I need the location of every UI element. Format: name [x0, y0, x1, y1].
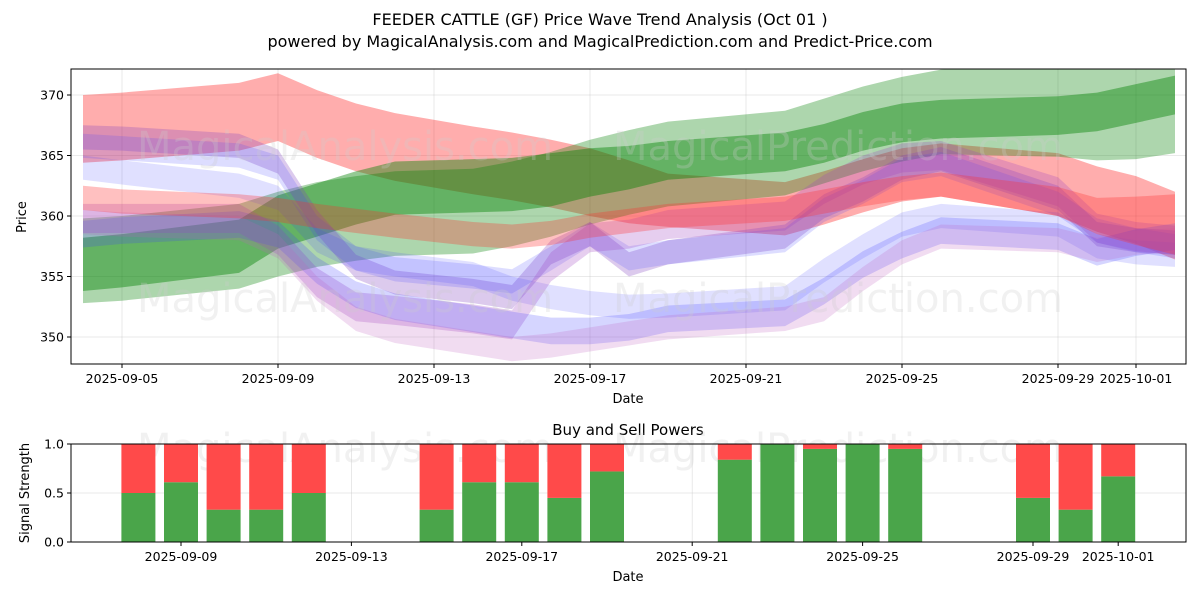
- bottom-x-axis-label: Date: [612, 570, 643, 585]
- bar-buy-2025-09-10: [206, 509, 241, 542]
- bar-sell-2025-09-08: [121, 444, 156, 493]
- bar-buy-2025-09-29: [1016, 497, 1050, 542]
- bar-sell-2025-09-10: [206, 444, 241, 510]
- watermark-bottom-right: MagicalPrediction.com: [613, 276, 1063, 322]
- watermark-bottom-left: MagicalAnalysis.com: [137, 276, 553, 322]
- bar-buy-2025-09-23: [760, 444, 795, 542]
- bar-sell-2025-09-24: [803, 444, 837, 449]
- main-x-tick-label: 2025-09-17: [554, 371, 627, 386]
- bar-sell-2025-09-17: [504, 444, 539, 483]
- band-blue-upper-1: [83, 133, 1175, 294]
- bar-sell-2025-09-29: [1016, 444, 1050, 498]
- buy-sell-bars: [121, 444, 1136, 542]
- bottom-y-tick-label: 1.0: [44, 437, 64, 452]
- bar-sell-2025-09-09: [164, 444, 198, 483]
- bottom-x-tick-label: 2025-09-21: [656, 549, 729, 564]
- bottom-x-tick-label: 2025-09-29: [997, 549, 1070, 564]
- band-blue-lower: [83, 211, 1175, 345]
- bottom-x-tick-label: 2025-09-25: [826, 549, 899, 564]
- main-x-tick-label: 2025-09-05: [86, 371, 159, 386]
- band-purple-upper: [83, 125, 1175, 310]
- bottom-y-axis-label: Signal Strength: [18, 443, 33, 543]
- bottom-y-axis: 0.0 0.5 1.0: [44, 437, 71, 550]
- bar-buy-2025-09-30: [1058, 509, 1093, 542]
- main-x-tick-label: 2025-10-01: [1100, 371, 1173, 386]
- main-y-tick-label: 355: [40, 269, 64, 284]
- watermark-bottom-chart-right: MagicalPrediction.com: [613, 426, 1063, 472]
- bar-buy-2025-10-01: [1101, 476, 1136, 542]
- main-x-tick-label: 2025-09-21: [710, 371, 783, 386]
- main-x-tick-label: 2025-09-29: [1022, 371, 1095, 386]
- main-y-tick-label: 350: [40, 330, 64, 345]
- bar-buy-2025-09-22: [717, 459, 752, 542]
- main-x-axis: 2025-09-05 2025-09-09 2025-09-13 2025-09-17…: [86, 364, 1173, 386]
- main-x-tick-label: 2025-09-09: [242, 371, 315, 386]
- watermark-top-right: MagicalPrediction.com: [613, 124, 1063, 170]
- band-green-wide: [83, 69, 1175, 304]
- price-wave-bands: [83, 69, 1175, 362]
- bar-buy-2025-09-25: [845, 444, 880, 542]
- bar-sell-2025-09-18: [547, 444, 582, 498]
- main-x-tick-label: 2025-09-25: [866, 371, 939, 386]
- bar-sell-2025-09-15: [419, 444, 454, 510]
- band-red-wide-upper: [83, 73, 1175, 260]
- band-green-narrow: [83, 75, 1175, 292]
- main-watermarks: MagicalAnalysis.com MagicalPrediction.co…: [137, 124, 1063, 322]
- bar-buy-2025-09-11: [249, 509, 284, 542]
- bar-sell-2025-09-11: [249, 444, 284, 510]
- main-y-tick-label: 370: [40, 88, 64, 103]
- bar-buy-2025-09-08: [121, 493, 156, 542]
- bar-buy-2025-09-15: [419, 509, 454, 542]
- band-blue-upper-2: [83, 155, 1175, 319]
- band-purple-lower: [83, 140, 1175, 340]
- chart-title: FEEDER CATTLE (GF) Price Wave Trend Anal…: [372, 10, 828, 29]
- bar-sell-2025-09-26: [888, 444, 923, 449]
- bottom-x-tick-label: 2025-09-17: [485, 549, 558, 564]
- bar-buy-2025-09-12: [291, 493, 326, 542]
- bottom-y-tick-label: 0.0: [44, 535, 64, 550]
- bar-sell-2025-09-16: [462, 444, 497, 483]
- bar-buy-2025-09-17: [504, 482, 539, 542]
- bar-buy-2025-09-26: [888, 448, 923, 542]
- main-x-tick-label: 2025-09-13: [398, 371, 471, 386]
- main-x-axis-label: Date: [612, 392, 643, 407]
- bottom-x-tick-label: 2025-09-09: [145, 549, 218, 564]
- band-red-lower: [83, 172, 1175, 255]
- main-y-axis: 350 355 360 365 370: [40, 88, 71, 345]
- bar-sell-2025-10-01: [1101, 444, 1136, 477]
- bar-buy-2025-09-09: [164, 482, 198, 542]
- bar-sell-2025-09-12: [291, 444, 326, 493]
- bottom-chart-title: Buy and Sell Powers: [552, 421, 704, 439]
- main-y-tick-label: 365: [40, 148, 64, 163]
- main-y-axis-label: Price: [15, 201, 30, 233]
- bar-buy-2025-09-24: [803, 448, 837, 542]
- bar-buy-2025-09-16: [462, 482, 497, 542]
- bottom-x-axis: 2025-09-09 2025-09-13 2025-09-17 2025-09-21…: [145, 542, 1155, 564]
- bar-buy-2025-09-18: [547, 497, 582, 542]
- band-pink-lowest: [83, 209, 1175, 362]
- bottom-y-tick-label: 0.5: [44, 486, 64, 501]
- bar-sell-2025-09-22: [717, 444, 752, 460]
- watermark-top-left: MagicalAnalysis.com: [137, 124, 553, 170]
- bar-buy-2025-09-19: [590, 471, 624, 542]
- bottom-x-tick-label: 2025-10-01: [1082, 549, 1155, 564]
- chart-subtitle: powered by MagicalAnalysis.com and Magic…: [267, 32, 933, 51]
- bar-sell-2025-09-19: [590, 444, 624, 472]
- bottom-x-tick-label: 2025-09-13: [315, 549, 388, 564]
- bar-sell-2025-09-30: [1058, 444, 1093, 510]
- main-grid: [71, 69, 1186, 364]
- main-y-tick-label: 360: [40, 209, 64, 224]
